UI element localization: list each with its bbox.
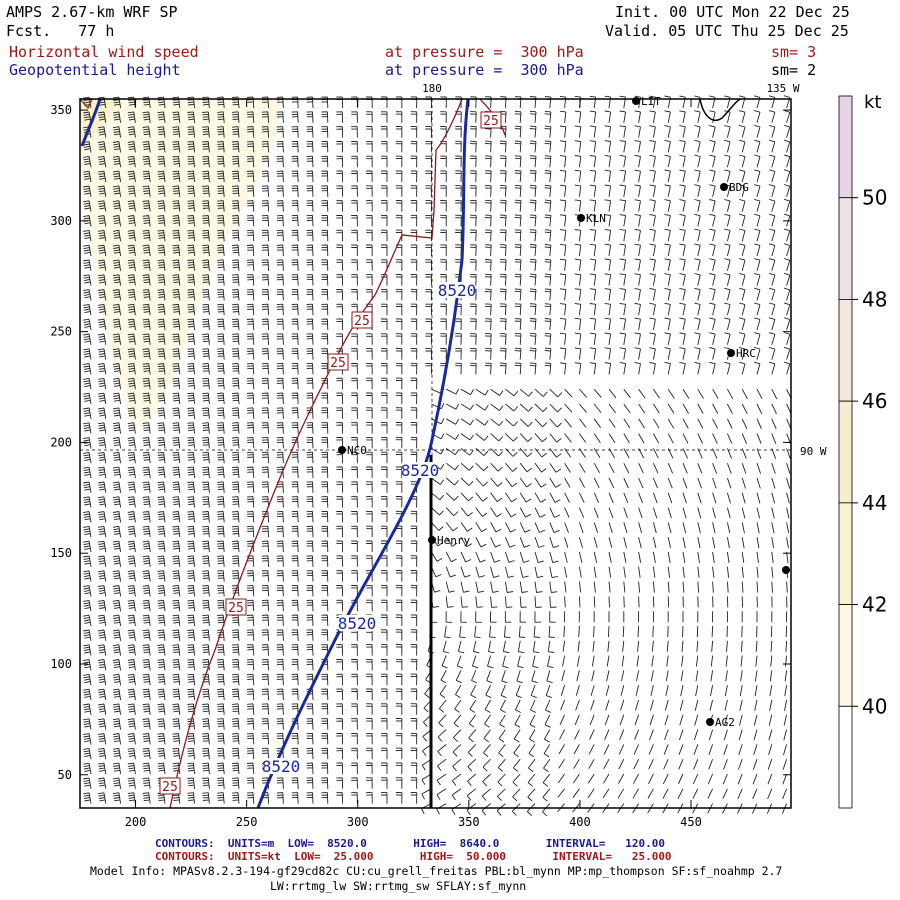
level-1: at pressure = 300 hPa bbox=[385, 43, 584, 61]
colorbar-segment bbox=[838, 197, 853, 300]
speed-label-box bbox=[327, 353, 349, 371]
colorbar-segment bbox=[838, 400, 853, 504]
station-label: HRC bbox=[736, 347, 756, 360]
contour-info-height: CONTOURS: UNITS=m LOW= 8520.0 HIGH= 8640… bbox=[155, 837, 665, 850]
station-label: AG2 bbox=[715, 716, 735, 729]
speed-label: 25 bbox=[228, 601, 244, 616]
speed-label-box bbox=[480, 111, 502, 129]
model-info-line-2: LW:rrtmg_lw SW:rrtmg_sw SFLAY:sf_mynn bbox=[270, 879, 527, 893]
speed-label: 25 bbox=[483, 114, 499, 129]
smoothing-2: sm= 2 bbox=[771, 61, 817, 79]
height-label-bg bbox=[339, 615, 375, 631]
height-label-bg bbox=[439, 282, 475, 298]
station-label: KLN bbox=[586, 212, 606, 225]
coastline bbox=[699, 98, 741, 121]
graticule-label-180: 180 bbox=[422, 82, 442, 95]
y-tick-label: 250 bbox=[50, 325, 72, 339]
colorbar-unit: kt bbox=[864, 92, 881, 113]
station-marker bbox=[727, 349, 735, 357]
colorbar-level: 46 bbox=[862, 389, 887, 413]
station-marker bbox=[632, 97, 640, 105]
speed-label-box bbox=[351, 311, 373, 329]
x-tick-label: 400 bbox=[569, 815, 591, 829]
colorbar-segment bbox=[838, 299, 853, 402]
y-tick-label: 100 bbox=[50, 657, 72, 671]
valid-time: Valid. 05 UTC Thu 25 Dec 25 bbox=[605, 22, 849, 40]
colorbar-segment bbox=[838, 502, 853, 605]
field-wind-speed: Horizontal wind speed bbox=[9, 43, 199, 61]
smoothing-1: sm= 3 bbox=[771, 43, 817, 61]
colorbar-level: 42 bbox=[862, 593, 887, 617]
station-label: LIT bbox=[641, 95, 661, 108]
wind-barbs bbox=[83, 95, 792, 817]
x-tick-label: 350 bbox=[458, 815, 480, 829]
height-contour-corner bbox=[80, 98, 102, 147]
colorbar-level: 40 bbox=[862, 694, 887, 718]
wind-speed-contour bbox=[169, 98, 463, 809]
field-geopotential: Geopotential height bbox=[9, 61, 181, 79]
height-label-bg bbox=[263, 758, 299, 774]
y-tick-label: 200 bbox=[50, 435, 72, 449]
y-tick-label: 350 bbox=[50, 103, 72, 117]
speed-label-box bbox=[159, 777, 181, 795]
colorbar-level: 44 bbox=[862, 491, 887, 515]
speed-label: 25 bbox=[354, 314, 370, 329]
station-marker bbox=[782, 566, 790, 574]
graticule-label-90w: 90 W bbox=[800, 445, 827, 458]
speed-label: 25 bbox=[330, 356, 346, 371]
station-label: BDG bbox=[729, 181, 749, 194]
wind-speed-shading-core bbox=[80, 99, 120, 150]
colorbar-segment bbox=[838, 705, 853, 809]
speed-label-box bbox=[225, 598, 247, 616]
station-marker bbox=[338, 446, 346, 454]
station-label: Henry bbox=[437, 534, 470, 547]
graticule-label-135w: 135 W bbox=[766, 82, 799, 95]
wind-speed-shading bbox=[80, 99, 281, 430]
level-2: at pressure = 300 hPa bbox=[385, 61, 584, 79]
speed-label: 25 bbox=[162, 780, 178, 795]
y-tick-label: 300 bbox=[50, 214, 72, 228]
station-marker bbox=[577, 214, 585, 222]
colorbar-level: 48 bbox=[862, 287, 887, 311]
colorbar-level: 50 bbox=[862, 186, 887, 210]
y-tick-label: 50 bbox=[58, 768, 72, 782]
height-label: 8520 bbox=[401, 461, 440, 480]
y-tick-label: 150 bbox=[50, 546, 72, 560]
x-tick-label: 250 bbox=[236, 815, 258, 829]
forecast-hour: Fcst. 77 h bbox=[6, 22, 115, 40]
height-label-bg bbox=[402, 462, 438, 478]
wind-barb-set bbox=[83, 95, 792, 817]
height-label: 8520 bbox=[262, 757, 301, 776]
colorbar-segment bbox=[838, 604, 853, 707]
plot-frame bbox=[79, 98, 792, 809]
height-label: 8520 bbox=[338, 614, 377, 633]
x-tick-label: 200 bbox=[125, 815, 147, 829]
x-tick-label: 450 bbox=[680, 815, 702, 829]
colorbar-segment bbox=[838, 95, 853, 199]
x-tick-label: 300 bbox=[347, 815, 369, 829]
height-label: 8520 bbox=[438, 281, 477, 300]
station-marker bbox=[706, 718, 714, 726]
station-label: NCO bbox=[347, 444, 367, 457]
station-marker bbox=[428, 536, 436, 544]
contour-info-speed: CONTOURS: UNITS=kt LOW= 25.000 HIGH= 50.… bbox=[155, 850, 672, 863]
station-marker bbox=[720, 183, 728, 191]
model-title: AMPS 2.67-km WRF SP bbox=[6, 3, 178, 21]
model-info-line-1: Model Info: MPASv8.2.3-194-gf29cd82c CU:… bbox=[90, 864, 783, 878]
init-time: Init. 00 UTC Mon 22 Dec 25 bbox=[615, 3, 850, 21]
